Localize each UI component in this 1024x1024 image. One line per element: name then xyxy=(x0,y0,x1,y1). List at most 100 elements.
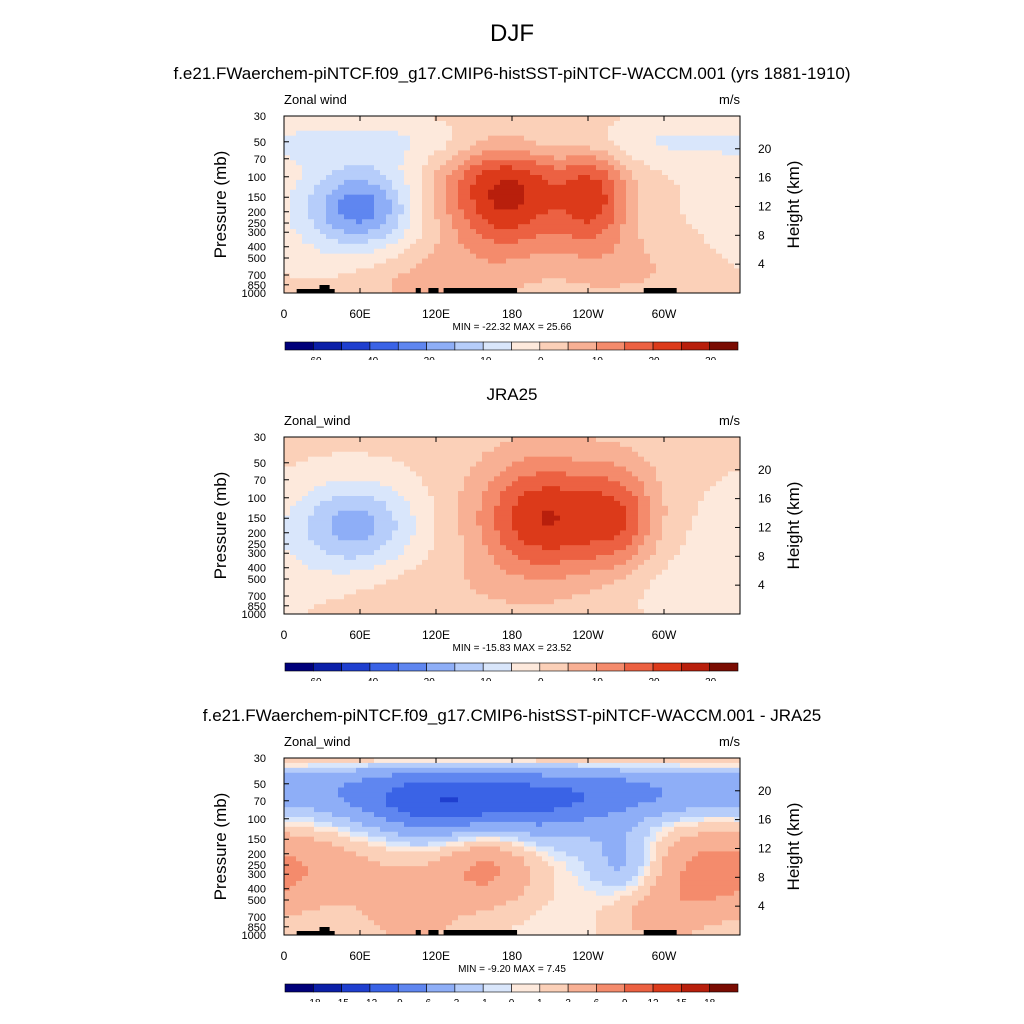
heatmap-cell xyxy=(560,466,567,472)
heatmap-cell xyxy=(476,555,483,561)
heatmap-cell xyxy=(518,584,525,590)
heatmap-cell xyxy=(422,135,429,141)
heatmap-cell xyxy=(578,229,585,235)
heatmap-cell xyxy=(380,243,387,250)
heatmap-cell xyxy=(542,234,549,240)
heatmap-cell xyxy=(314,273,321,279)
heatmap-cell xyxy=(332,175,339,181)
heatmap-cell xyxy=(506,150,513,156)
heatmap-cell xyxy=(608,258,615,264)
heatmap-cell xyxy=(506,258,513,264)
heatmap-cell xyxy=(296,170,303,176)
heatmap-cell xyxy=(350,594,357,600)
heatmap-cell xyxy=(452,160,459,166)
heatmap-cell xyxy=(374,116,381,122)
heatmap-cell xyxy=(464,209,471,215)
heatmap-cell xyxy=(608,130,615,137)
heatmap-cell xyxy=(482,461,489,467)
heatmap-cell xyxy=(482,125,489,132)
heatmap-cell xyxy=(314,145,321,151)
heatmap-cell xyxy=(620,204,627,210)
heatmap-cell xyxy=(344,599,351,605)
heatmap-cell xyxy=(650,170,657,176)
heatmap-cell xyxy=(554,525,561,531)
heatmap-cell xyxy=(674,116,681,122)
heatmap-cell xyxy=(536,116,543,122)
heatmap-cell xyxy=(374,594,381,600)
heatmap-cell xyxy=(704,184,711,191)
heatmap-cell xyxy=(434,471,441,477)
heatmap-cell xyxy=(452,175,459,181)
heatmap-cell xyxy=(500,451,507,458)
heatmap-cell xyxy=(314,446,321,453)
heatmap-cell xyxy=(548,574,555,580)
heatmap-cell xyxy=(698,130,705,137)
heatmap-cell xyxy=(296,268,303,274)
heatmap-cell xyxy=(500,574,507,580)
heatmap-cell xyxy=(578,574,585,580)
heatmap-cell xyxy=(734,273,741,279)
heatmap-cell xyxy=(548,229,555,235)
heatmap-cell xyxy=(458,120,465,127)
heatmap-cell xyxy=(494,243,501,250)
heatmap-cell xyxy=(632,515,639,521)
heatmap-cell xyxy=(650,214,657,220)
heatmap-cell xyxy=(458,550,465,556)
heatmap-cell xyxy=(542,437,549,443)
heatmap-cell xyxy=(374,525,381,531)
heatmap-cell xyxy=(302,525,309,531)
heatmap-cell xyxy=(296,604,303,610)
heatmap-cell xyxy=(554,229,561,235)
heatmap-cell xyxy=(608,120,615,127)
heatmap-cell xyxy=(308,491,315,497)
heatmap-cell xyxy=(554,545,561,551)
heatmap-cell xyxy=(512,234,519,240)
heatmap-cell xyxy=(602,609,609,615)
heatmap-cell xyxy=(362,525,369,531)
heatmap-cell xyxy=(338,155,345,161)
heatmap-cell xyxy=(464,441,471,448)
heatmap-cell xyxy=(398,520,405,526)
heatmap-cell xyxy=(488,604,495,610)
heatmap-cell xyxy=(734,189,741,196)
heatmap-cell xyxy=(698,145,705,151)
heatmap-cell xyxy=(452,550,459,556)
heatmap-cell xyxy=(446,589,453,595)
heatmap-cell xyxy=(398,120,405,127)
heatmap-cell xyxy=(590,559,597,566)
heatmap-cell xyxy=(374,130,381,137)
heatmap-cell xyxy=(692,140,699,146)
heatmap-cell xyxy=(542,594,549,600)
heatmap-cell xyxy=(374,466,381,472)
heatmap-cell xyxy=(476,604,483,610)
heatmap-cell xyxy=(320,510,327,517)
heatmap-cell xyxy=(488,550,495,556)
heatmap-cell xyxy=(626,461,633,467)
heatmap-cell xyxy=(428,540,435,546)
heatmap-cell xyxy=(542,545,549,551)
heatmap-cell xyxy=(512,446,519,453)
heatmap-cell xyxy=(614,199,621,205)
heatmap-cell xyxy=(416,130,423,137)
heatmap-cell xyxy=(446,579,453,585)
heatmap-cell xyxy=(542,194,549,200)
heatmap-cell xyxy=(374,199,381,205)
heatmap-cell xyxy=(596,160,603,166)
heatmap-cell xyxy=(578,525,585,531)
heatmap-cell xyxy=(368,116,375,122)
heatmap-cell xyxy=(500,525,507,531)
heatmap-cell xyxy=(482,505,489,512)
heatmap-cell xyxy=(560,491,567,497)
heatmap-cell xyxy=(680,135,687,141)
heatmap-cell xyxy=(596,243,603,250)
heatmap-cell xyxy=(332,520,339,526)
heatmap-cell xyxy=(314,525,321,531)
heatmap-cell xyxy=(650,253,657,259)
heatmap-cell xyxy=(320,273,327,279)
heatmap-cell xyxy=(608,441,615,448)
heatmap-cell xyxy=(686,155,693,161)
heatmap-cell xyxy=(440,486,447,492)
heatmap-cell xyxy=(506,530,513,536)
heatmap-cell xyxy=(578,199,585,205)
heatmap-cell xyxy=(530,248,537,255)
